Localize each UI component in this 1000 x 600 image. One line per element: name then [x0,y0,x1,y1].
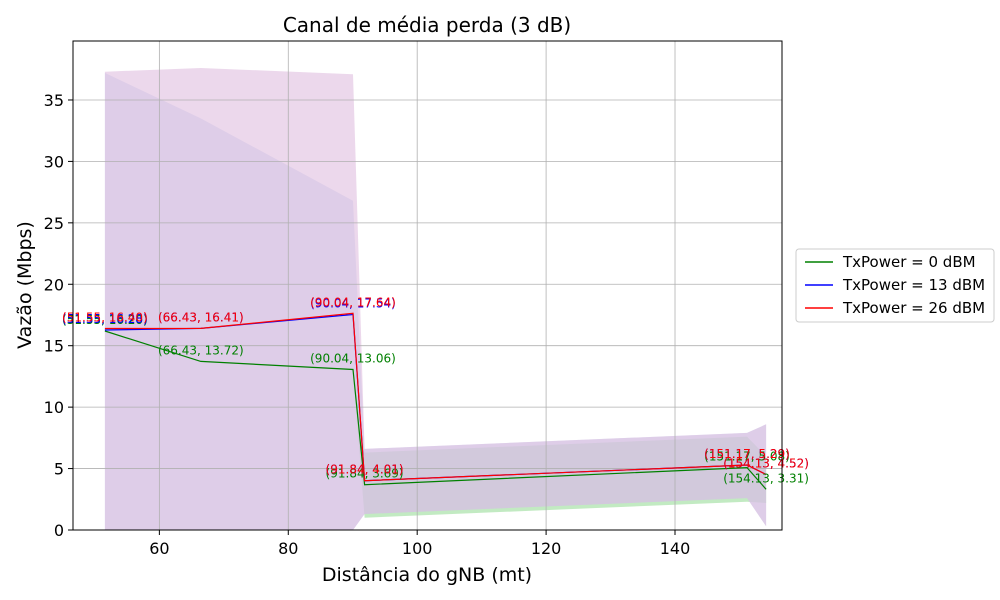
point-label-s1-p2: (90.04, 17.54) [310,296,396,310]
band-series-2 [104,68,767,530]
point-label-s2-p2: (90.04, 17.64) [310,295,396,309]
series-lines [104,312,767,490]
y-tick-label-0: 0 [54,521,64,540]
y-tick-label-35: 35 [44,91,64,110]
point-label-s2-p0: (51.55, 16.40) [62,311,148,325]
point-label-s1-p0: (51.55, 16.28) [62,312,148,326]
y-axis-ticks: 0 5 10 15 20 25 30 35 [44,91,73,540]
series-line-2 [104,312,767,482]
y-tick-label-20: 20 [44,275,64,294]
point-label-s1-p4: (151.17, 5.29) [704,447,790,461]
y-tick-label-30: 30 [44,152,64,171]
x-tick-label-100: 100 [402,539,433,558]
point-label-s1-p1: (66.43, 16.41) [158,310,244,324]
x-tick-label-120: 120 [531,539,562,558]
legend-label-1: TxPower = 13 dBM [842,276,985,294]
grid-lines [73,41,782,531]
y-tick-label-10: 10 [44,398,64,417]
legend-box [795,248,995,323]
x-tick-label-80: 80 [278,539,298,558]
confidence-bands [104,68,767,531]
y-tick-label-25: 25 [44,214,64,233]
series-line-0 [104,330,767,490]
y-axis-label: Vazão (Mbps) [14,221,36,349]
point-label-s1-p3: (91.84, 4.01) [326,463,404,477]
legend-label-2: TxPower = 26 dBM [842,299,985,317]
chart-title: Canal de média perda (3 dB) [283,13,571,37]
point-label-s0-p5: (154.13, 3.31) [723,471,809,485]
x-axis-label: Distância do gNB (mt) [322,564,532,586]
point-label-s0-p3: (91.84, 3.69) [326,467,404,481]
point-label-s0-p2: (90.04, 13.06) [310,352,396,366]
point-label-s0-p1: (66.43, 13.72) [158,343,244,357]
y-tick-label-15: 15 [44,337,64,356]
x-axis-ticks: 60 80 100 120 140 [149,530,690,558]
point-label-s0-p0: (51.55, 16.20) [62,313,148,327]
point-label-s2-p3: (91.84, 4.01) [326,463,404,477]
x-tick-label-140: 140 [660,539,691,558]
plot-frame [72,40,783,531]
x-tick-label-60: 60 [149,539,169,558]
point-labels: (51.55, 16.20) (66.43, 13.72) (90.04, 13.0… [62,295,809,485]
legend: TxPower = 0 dBM TxPower = 13 dBM TxPower =… [795,248,995,323]
point-label-s1-p5: (154.13, 4.52) [723,456,809,470]
point-label-s2-p4: (151.17, 5.29) [704,447,790,461]
y-tick-label-5: 5 [54,460,64,479]
legend-label-0: TxPower = 0 dBM [842,253,976,271]
point-label-s2-p5: (154.13, 4.52) [723,456,809,470]
point-label-s2-p1: (66.43, 16.41) [158,310,244,324]
point-label-s0-p4: (151.17, 5.08) [704,450,790,464]
